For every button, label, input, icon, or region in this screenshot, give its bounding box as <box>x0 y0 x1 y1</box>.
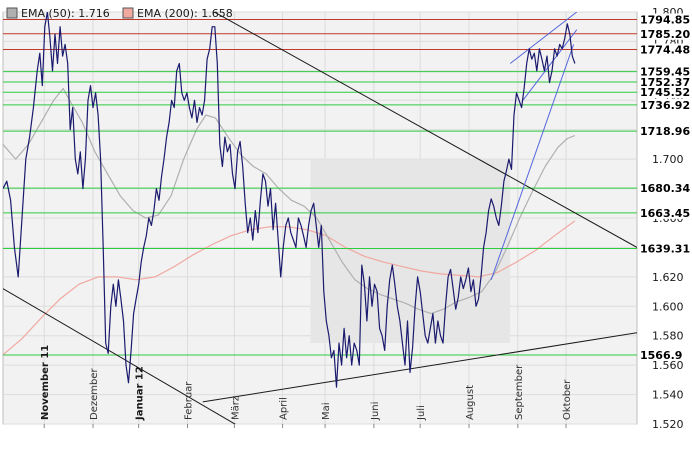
x-month-label: März <box>230 396 241 420</box>
x-month-label: Juli <box>416 405 427 421</box>
level-label-box <box>638 27 689 40</box>
x-month-label: Dezember <box>89 368 100 420</box>
level-label: 1759.45 <box>640 66 690 79</box>
level-label-box <box>638 13 689 26</box>
trend-line-3 <box>213 12 637 248</box>
x-month-label: August <box>465 385 476 420</box>
level-label-box <box>638 86 689 99</box>
level-label-box <box>638 348 689 361</box>
legend: EMA (50): 1.716 EMA (200): 1.658 <box>6 7 233 20</box>
trend-line-5 <box>522 29 578 101</box>
trend-line-4 <box>490 44 575 280</box>
y-tick-label: 1.540 <box>652 389 684 402</box>
y-tick-label: 1.600 <box>652 300 684 313</box>
level-label: 1639.31 <box>640 242 690 255</box>
level-label: 1680.34 <box>640 182 690 195</box>
x-month-label: Juni <box>370 402 381 421</box>
ema200-line <box>3 220 576 356</box>
ema200-legend-label: EMA (200): 1.658 <box>137 7 233 20</box>
ema50-legend-label: EMA (50): 1.716 <box>21 7 110 20</box>
level-label: 1736.92 <box>640 99 690 112</box>
y-tick-label: 1.700 <box>652 153 684 166</box>
shaded-zone <box>310 159 511 344</box>
x-month-label: Januar 12 <box>135 366 146 421</box>
ema50-legend-swatch <box>6 7 18 19</box>
level-label-box <box>638 125 689 138</box>
price-line <box>3 12 576 388</box>
x-month-label: November 11 <box>40 345 51 420</box>
level-label-box <box>638 182 689 195</box>
y-tick-label: 1.620 <box>652 271 684 284</box>
level-label: 1663.45 <box>640 207 690 220</box>
level-label-box <box>638 43 689 56</box>
y-tick-label: 1.580 <box>652 330 684 343</box>
level-label: 1794.85 <box>640 14 690 27</box>
x-month-label: Februar <box>183 381 194 420</box>
ema200-legend-swatch <box>122 7 134 19</box>
level-label: 1774.48 <box>640 44 690 57</box>
level-label-box <box>638 242 689 255</box>
x-month-label: Mai <box>321 402 332 420</box>
level-label-box <box>638 65 689 78</box>
y-tick-label: 1.560 <box>652 359 684 372</box>
level-label-box <box>638 76 689 89</box>
x-month-label: September <box>514 364 525 420</box>
x-month-label: Oktober <box>562 379 573 420</box>
y-tick-label: 1.520 <box>652 418 684 431</box>
level-label-box <box>638 206 689 219</box>
trend-line-1 <box>3 288 236 424</box>
trend-line-2 <box>202 332 637 403</box>
trend-line-6 <box>509 12 578 64</box>
level-label: 1752.37 <box>640 76 690 89</box>
level-label-box <box>638 98 689 111</box>
x-month-label: April <box>279 397 290 420</box>
ema50-line <box>3 87 576 315</box>
level-label: 1566.9 <box>640 349 682 362</box>
level-label: 1745.52 <box>640 86 690 99</box>
level-label: 1718.96 <box>640 125 690 138</box>
level-label: 1785.20 <box>640 28 690 41</box>
